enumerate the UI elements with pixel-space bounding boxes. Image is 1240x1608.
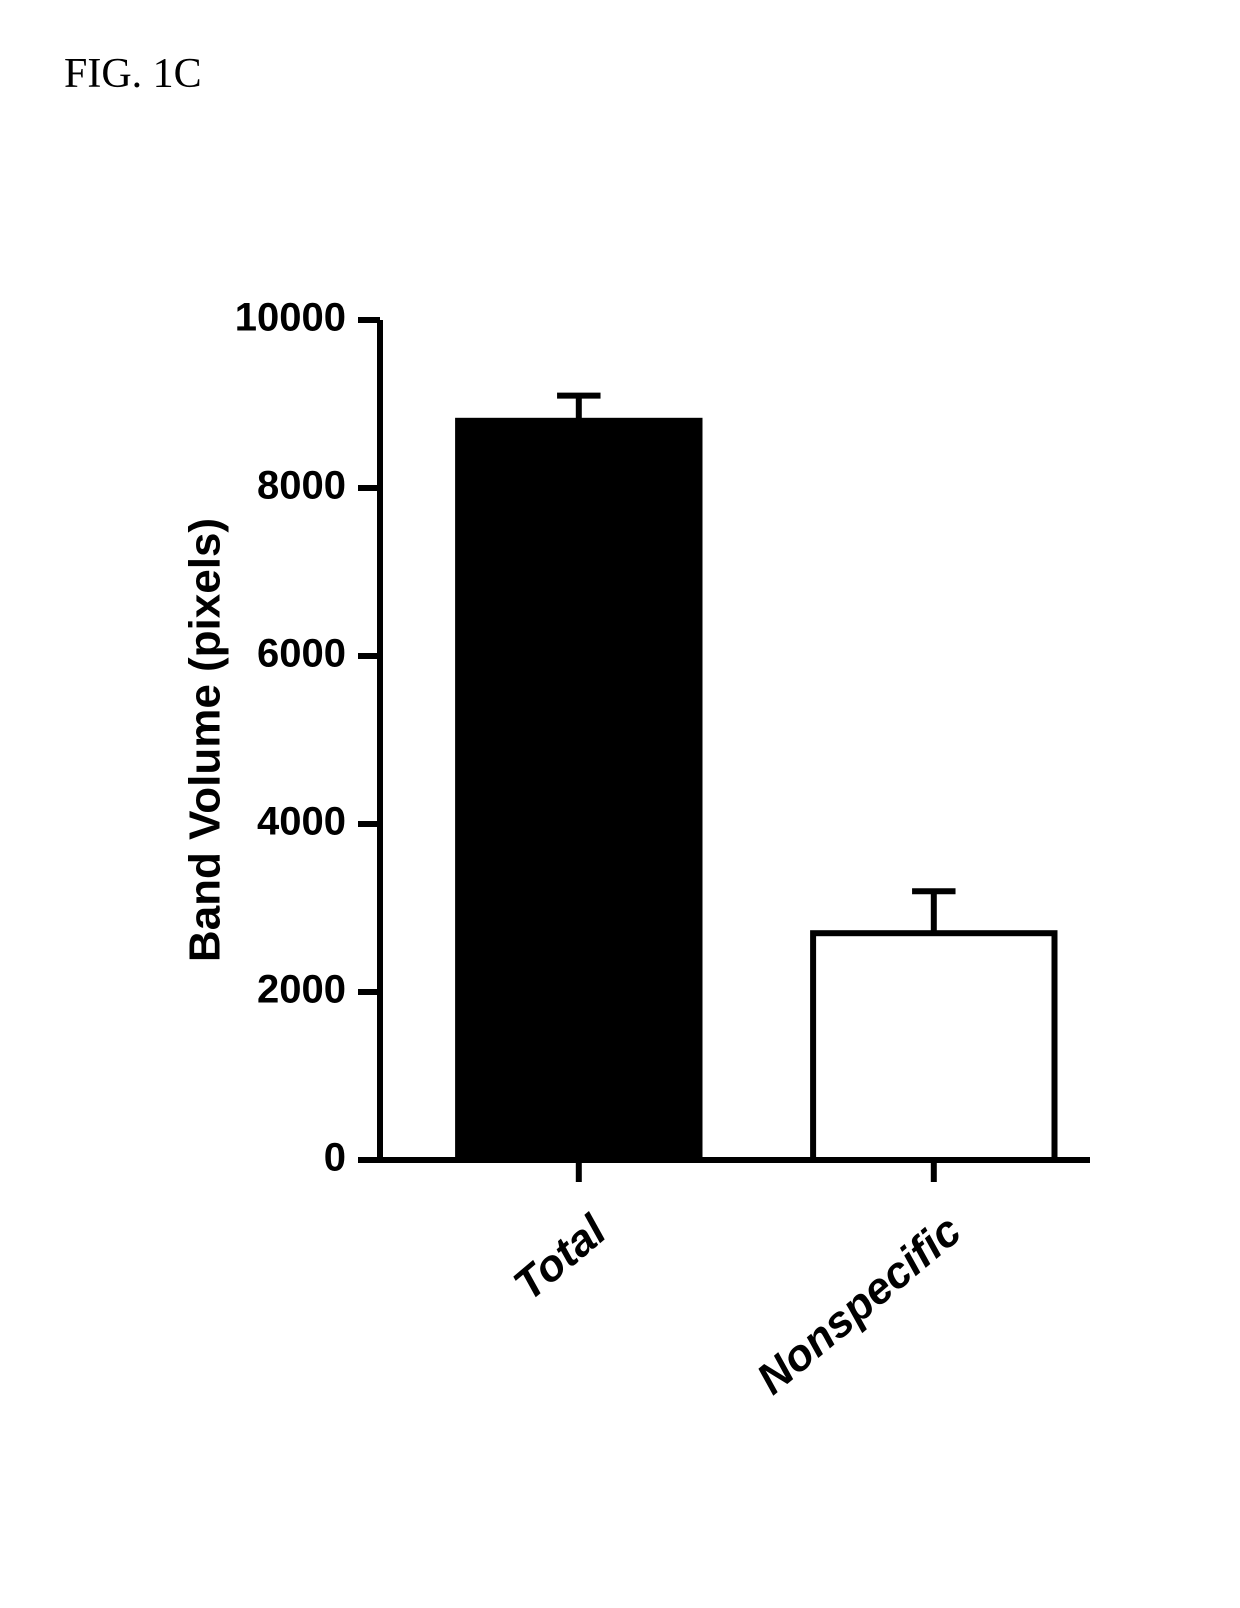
- page: FIG. 1C 0 2000 4000 6000 8000 10000 Band Volum…: [0, 0, 1240, 1608]
- y-axis-label: Band Volume (pixels): [181, 518, 230, 962]
- y-tick-label: 10000: [235, 296, 346, 340]
- y-tick-label: 8000: [257, 464, 346, 508]
- y-tick-label: 6000: [257, 632, 346, 676]
- y-tick-label: 0: [324, 1136, 346, 1180]
- bar: [813, 933, 1054, 1160]
- bar: [458, 421, 699, 1160]
- y-tick-label: 4000: [257, 800, 346, 844]
- bar-chart: 0 2000 4000 6000 8000 10000 Band Volume (pixel…: [150, 290, 1150, 1470]
- y-tick-label: 2000: [257, 968, 346, 1012]
- figure-label: FIG. 1C: [64, 50, 202, 98]
